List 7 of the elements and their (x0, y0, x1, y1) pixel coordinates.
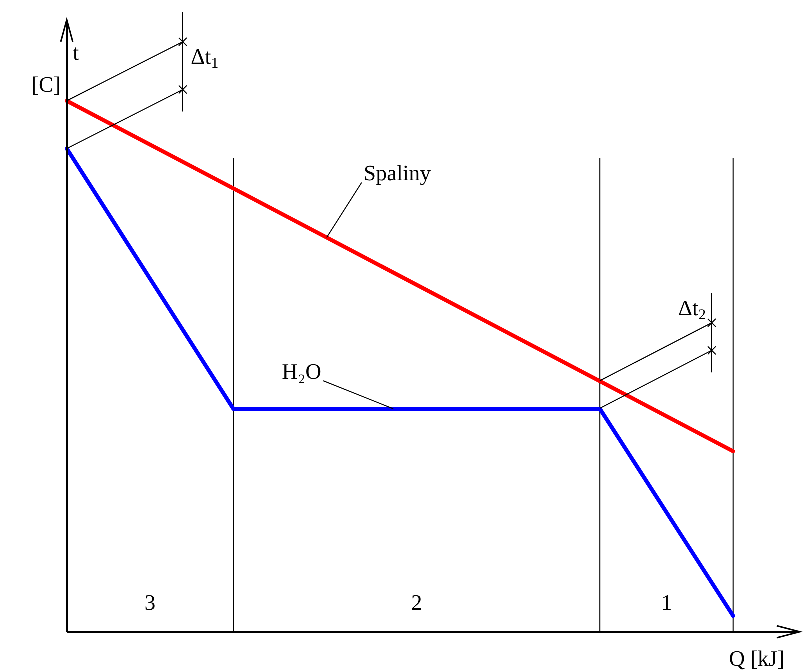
annotation: 3 (144, 590, 156, 615)
annotation: 2 (411, 590, 422, 615)
text: Spaliny (364, 160, 432, 186)
x-axis-title: Q [kJ] (729, 646, 785, 671)
annotation: 1 (661, 590, 672, 615)
y-axis-title: t [C] (32, 40, 80, 97)
series-label: H₂O (282, 359, 322, 384)
